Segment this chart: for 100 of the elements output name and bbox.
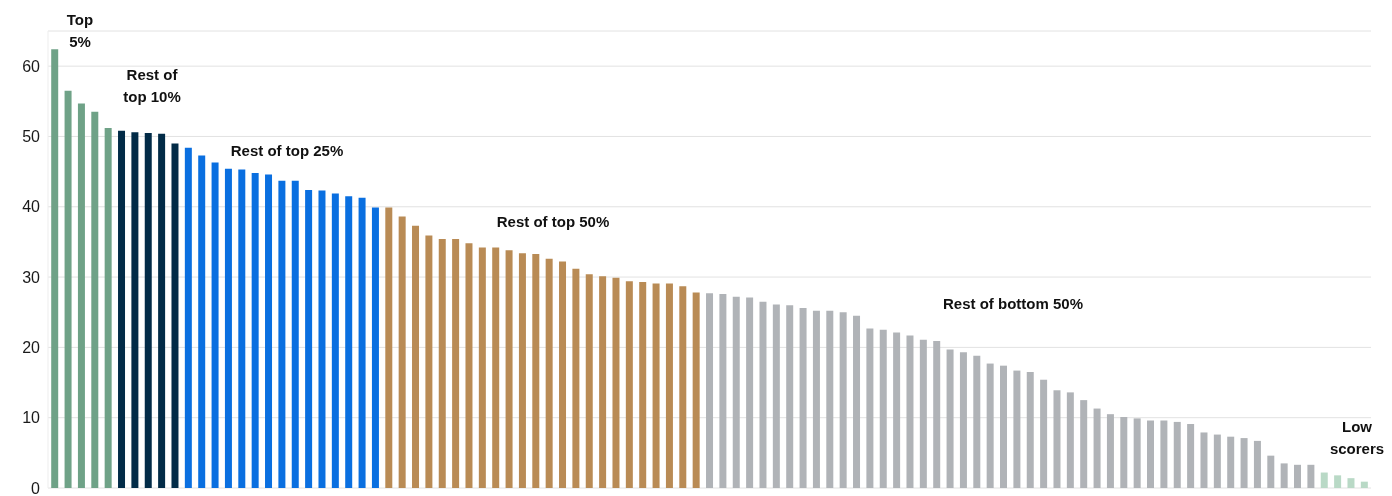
bar [572,268,580,488]
bar [1280,463,1288,488]
bar [51,49,59,488]
y-tick-label: 30 [22,268,41,286]
bar [518,253,526,488]
bar [345,196,353,488]
bar [786,305,794,488]
bar [986,363,994,488]
bar [1187,424,1195,488]
bar [625,281,633,488]
bar [358,197,366,488]
bar [291,180,299,488]
bar [1173,421,1181,488]
bar [545,258,553,488]
bar [371,207,379,488]
bar [131,132,139,488]
bar [1200,432,1208,488]
y-tick-label: 20 [22,339,41,357]
annotation: Rest of top 50% [495,212,611,232]
bar [746,297,754,488]
bar [1026,371,1034,488]
bar [639,282,647,488]
bar [1240,438,1248,488]
annotation: Top 5% [65,10,95,52]
bar [1320,472,1328,488]
bar [171,143,179,488]
bar [77,103,85,488]
bar [505,250,513,488]
bar [759,301,767,488]
bar [1267,455,1275,488]
bar [1053,390,1061,488]
bar [1120,416,1128,488]
bar [559,261,567,488]
y-tick-label: 60 [22,57,41,75]
bar [318,190,326,488]
bar [452,239,460,488]
bar [652,283,660,488]
bar [158,133,166,488]
bar [1160,420,1168,488]
bar [946,349,954,488]
bar [1066,392,1074,488]
bar [385,207,393,488]
bar [265,174,273,488]
y-tick-label: 40 [22,198,41,216]
bar [893,332,901,488]
y-tick-label: 10 [22,409,41,427]
bar [706,293,714,488]
bar [585,274,593,488]
bar [679,286,687,488]
bar [438,239,446,488]
bar [612,277,620,488]
bar [866,328,874,488]
bar [492,247,500,488]
bar [853,315,861,488]
bar [478,247,486,488]
bar [251,173,259,488]
bar [278,180,286,488]
bar [331,193,339,488]
bar [64,90,72,488]
bar [1013,370,1021,488]
annotation: Rest of top 10% [122,65,182,107]
bar [1213,434,1221,488]
annotation: Rest of bottom 50% [942,294,1084,314]
bar [1106,414,1114,488]
bar [91,111,99,488]
bar [919,339,927,488]
bar [933,341,941,488]
bar [398,216,406,488]
bar [1294,464,1302,488]
bar [104,128,112,488]
bar [1147,420,1155,488]
bar [973,355,981,488]
bar [1334,475,1342,488]
bar [1040,379,1048,488]
bar [1227,436,1235,488]
y-tick-label: 50 [22,128,41,146]
bar [1093,408,1101,488]
bar [959,352,967,488]
bar [465,243,473,488]
bar [1000,365,1008,488]
annotation: Rest of top 25% [229,141,345,161]
bar [144,132,152,488]
bar [305,189,313,488]
bar [839,312,847,488]
bar [238,169,246,488]
bar [532,253,540,488]
bar [198,155,206,488]
bar [1080,400,1088,488]
bar [692,292,700,488]
bar [799,308,807,488]
bar [1347,478,1355,488]
bar [184,147,192,488]
bar [772,304,780,488]
bar [425,235,433,488]
bar [1307,464,1315,488]
bar [599,276,607,488]
bar [1360,481,1368,488]
bar [719,293,727,488]
bar [224,168,232,488]
bar [665,283,673,488]
